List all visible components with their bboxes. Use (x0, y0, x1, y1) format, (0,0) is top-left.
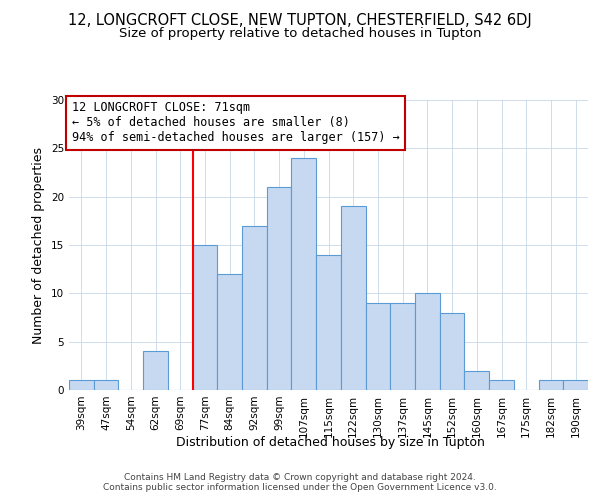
Bar (193, 245, 217, 390)
Bar (316, 254, 341, 390)
Text: Distribution of detached houses by size in Tupton: Distribution of detached houses by size … (176, 436, 484, 449)
Bar (69, 380, 94, 390)
Bar (415, 294, 440, 390)
Text: Size of property relative to detached houses in Tupton: Size of property relative to detached ho… (119, 28, 481, 40)
Text: 12 LONGCROFT CLOSE: 71sqm
← 5% of detached houses are smaller (8)
94% of semi-de: 12 LONGCROFT CLOSE: 71sqm ← 5% of detach… (71, 102, 400, 144)
Bar (217, 274, 242, 390)
Bar (539, 380, 563, 390)
Text: Contains public sector information licensed under the Open Government Licence v3: Contains public sector information licen… (103, 483, 497, 492)
Bar (143, 352, 168, 390)
Bar (489, 380, 514, 390)
Y-axis label: Number of detached properties: Number of detached properties (32, 146, 46, 344)
Bar (94, 380, 118, 390)
Bar (390, 303, 415, 390)
Bar (267, 187, 292, 390)
Text: Contains HM Land Registry data © Crown copyright and database right 2024.: Contains HM Land Registry data © Crown c… (124, 473, 476, 482)
Bar (341, 206, 365, 390)
Bar (292, 158, 316, 390)
Bar (464, 370, 489, 390)
Bar (440, 312, 464, 390)
Bar (365, 303, 390, 390)
Text: 12, LONGCROFT CLOSE, NEW TUPTON, CHESTERFIELD, S42 6DJ: 12, LONGCROFT CLOSE, NEW TUPTON, CHESTER… (68, 12, 532, 28)
Bar (242, 226, 267, 390)
Bar (563, 380, 588, 390)
